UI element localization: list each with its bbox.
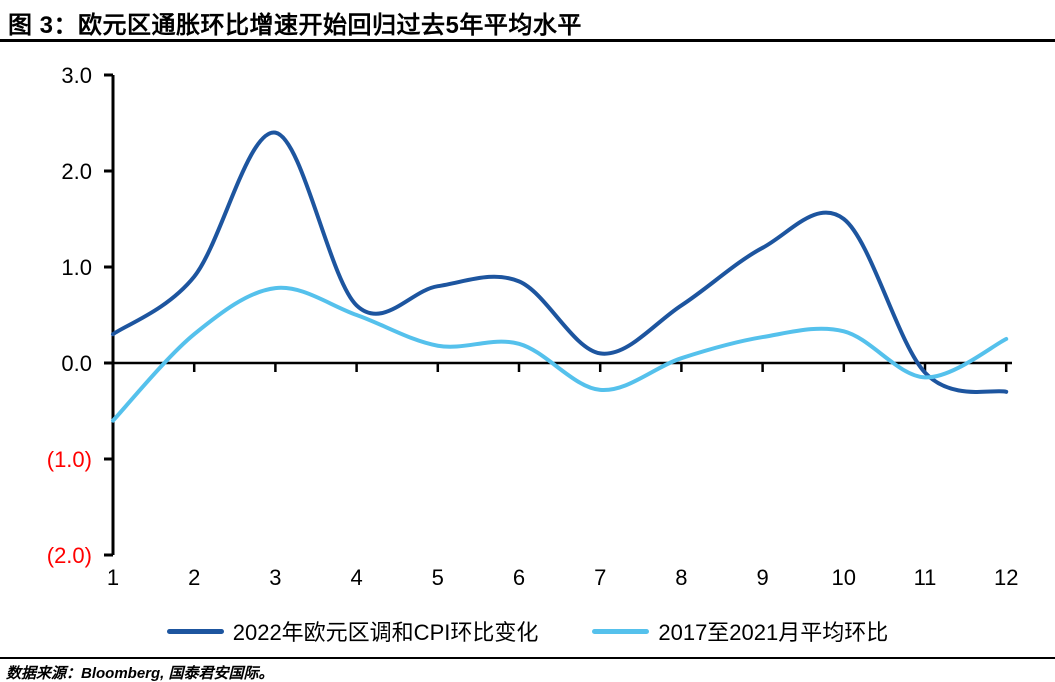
legend-label-2022-cpi: 2022年欧元区调和CPI环比变化	[232, 620, 539, 645]
bottom-rule	[0, 657, 1055, 659]
svg-text:9: 9	[756, 565, 768, 590]
legend-line-swatch-light-blue	[592, 628, 650, 634]
legend-item-2022-cpi: 2022年欧元区调和CPI环比变化	[166, 615, 539, 647]
svg-text:0.0: 0.0	[61, 351, 92, 376]
svg-text:10: 10	[832, 565, 856, 590]
legend-line-swatch-dark-blue	[166, 628, 224, 634]
chart-area: 3.0 2.0 1.0 0.0 (1.0) (2.0) 1 2 3 4 5 6 7 8 9 10 11 12	[0, 42, 1055, 602]
svg-text:(1.0): (1.0)	[47, 447, 92, 472]
chart-svg: 3.02.01.00.0(1.0)(2.0)1 2 3 4 5 6 7 8 9 10 11 12	[47, 63, 1019, 590]
svg-text:5: 5	[432, 565, 444, 590]
svg-text:7: 7	[594, 565, 606, 590]
svg-text:3.0: 3.0	[61, 63, 92, 88]
svg-text:3: 3	[269, 565, 281, 590]
chart-title: 图 3：欧元区通胀环比增速开始回归过去5年平均水平	[8, 12, 582, 39]
source-note: 数据来源：Bloomberg, 国泰君安国际。	[6, 665, 274, 682]
svg-text:12: 12	[994, 565, 1018, 590]
svg-text:4: 4	[350, 565, 362, 590]
svg-text:6: 6	[513, 565, 525, 590]
svg-text:11: 11	[914, 565, 937, 590]
svg-text:2: 2	[188, 565, 200, 590]
svg-text:2.0: 2.0	[61, 159, 92, 184]
legend-label-2017-2021-avg: 2017至2021月平均环比	[658, 620, 889, 645]
svg-text:1.0: 1.0	[61, 255, 92, 280]
svg-text:(2.0): (2.0)	[47, 543, 92, 568]
title-rule	[0, 39, 1055, 42]
svg-text:8: 8	[675, 565, 687, 590]
legend-item-2017-2021-avg: 2017至2021月平均环比	[592, 615, 888, 647]
legend: 2022年欧元区调和CPI环比变化 2017至2021月平均环比	[0, 613, 1055, 649]
svg-text:1: 1	[107, 565, 119, 590]
